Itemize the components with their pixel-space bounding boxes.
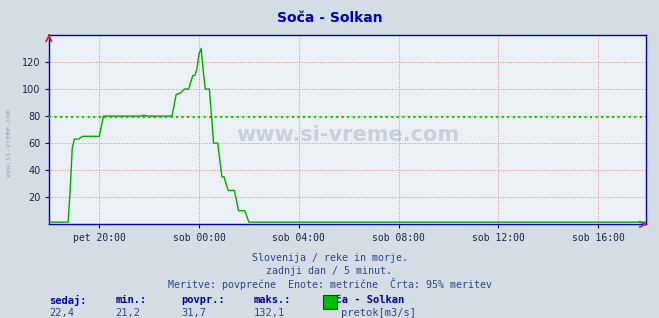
Text: povpr.:: povpr.: [181, 295, 225, 305]
Text: Slovenija / reke in morje.: Slovenija / reke in morje. [252, 253, 407, 263]
Text: 132,1: 132,1 [254, 308, 285, 318]
Text: min.:: min.: [115, 295, 146, 305]
Text: sedaj:: sedaj: [49, 295, 87, 306]
Text: www.si-vreme.com: www.si-vreme.com [236, 125, 459, 145]
Text: www.si-vreme.com: www.si-vreme.com [5, 109, 12, 177]
Text: 31,7: 31,7 [181, 308, 206, 318]
Text: maks.:: maks.: [254, 295, 291, 305]
Text: Soča - Solkan: Soča - Solkan [277, 11, 382, 25]
Text: 22,4: 22,4 [49, 308, 74, 318]
Text: zadnji dan / 5 minut.: zadnji dan / 5 minut. [266, 266, 393, 275]
Text: pretok[m3/s]: pretok[m3/s] [341, 308, 416, 318]
Text: Soča - Solkan: Soča - Solkan [323, 295, 404, 305]
Text: 21,2: 21,2 [115, 308, 140, 318]
Text: Meritve: povprečne  Enote: metrične  Črta: 95% meritev: Meritve: povprečne Enote: metrične Črta:… [167, 278, 492, 290]
